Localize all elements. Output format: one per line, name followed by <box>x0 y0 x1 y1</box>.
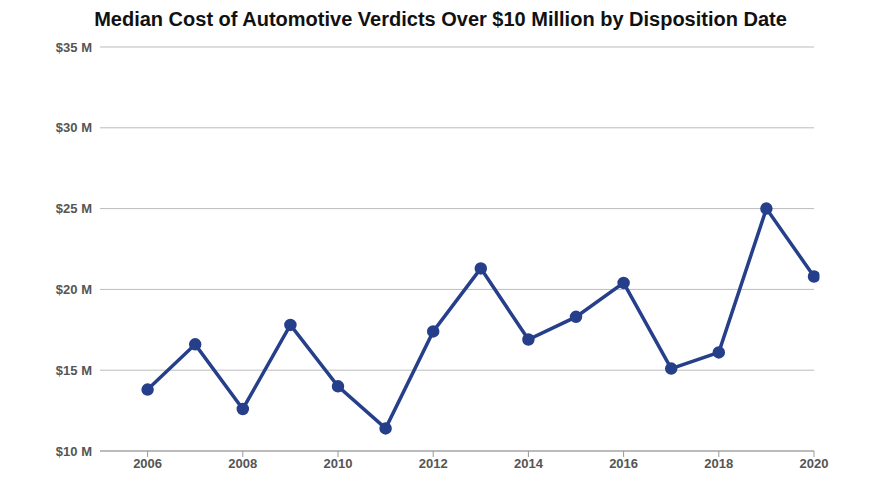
svg-text:2016: 2016 <box>609 456 638 471</box>
svg-text:$35 M: $35 M <box>56 40 92 55</box>
svg-text:$20 M: $20 M <box>56 282 92 297</box>
svg-text:2012: 2012 <box>419 456 448 471</box>
svg-text:$25 M: $25 M <box>56 201 92 216</box>
html-text:Median Cost of Automotive Verd: Median Cost of Automotive Verdicts Over … <box>94 8 787 30</box>
svg-text:$30 M: $30 M <box>56 120 92 135</box>
svg-text:2018: 2018 <box>704 456 733 471</box>
svg-text:2020: 2020 <box>800 456 829 471</box>
svg-text:2006: 2006 <box>133 456 162 471</box>
svg-text:2010: 2010 <box>324 456 353 471</box>
svg-text:$15 M: $15 M <box>56 363 92 378</box>
svg-text:2008: 2008 <box>228 456 257 471</box>
svg-text:$10 M: $10 M <box>56 444 92 459</box>
svg-text:2014: 2014 <box>514 456 544 471</box>
